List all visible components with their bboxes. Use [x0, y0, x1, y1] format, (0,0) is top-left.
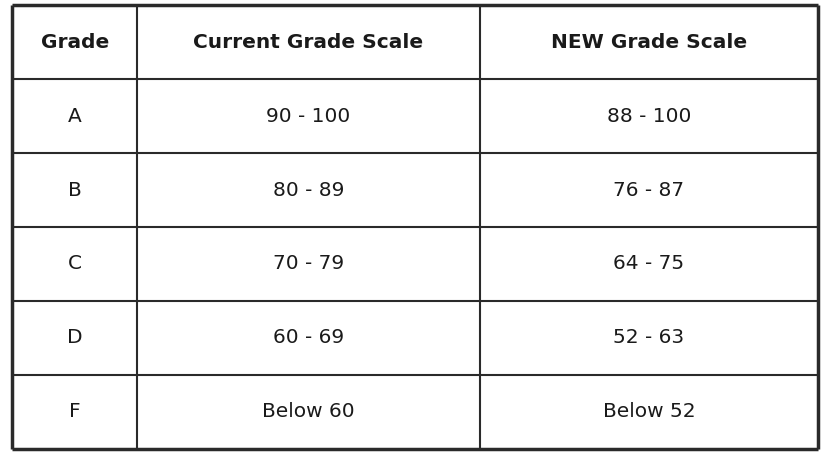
Text: F: F — [69, 402, 80, 421]
Text: Current Grade Scale: Current Grade Scale — [194, 33, 423, 52]
Text: 52 - 63: 52 - 63 — [613, 328, 684, 347]
Text: 64 - 75: 64 - 75 — [613, 254, 684, 273]
Text: 88 - 100: 88 - 100 — [606, 107, 691, 126]
Text: NEW Grade Scale: NEW Grade Scale — [550, 33, 746, 52]
Text: Below 52: Below 52 — [602, 402, 695, 421]
Text: C: C — [68, 254, 82, 273]
Text: 80 - 89: 80 - 89 — [272, 181, 344, 200]
Text: D: D — [67, 328, 83, 347]
Text: B: B — [68, 181, 82, 200]
Text: Grade: Grade — [41, 33, 109, 52]
Text: 60 - 69: 60 - 69 — [273, 328, 344, 347]
Text: 76 - 87: 76 - 87 — [613, 181, 684, 200]
Text: Below 60: Below 60 — [262, 402, 355, 421]
Text: 70 - 79: 70 - 79 — [273, 254, 344, 273]
Text: A: A — [68, 107, 82, 126]
Text: 90 - 100: 90 - 100 — [266, 107, 350, 126]
